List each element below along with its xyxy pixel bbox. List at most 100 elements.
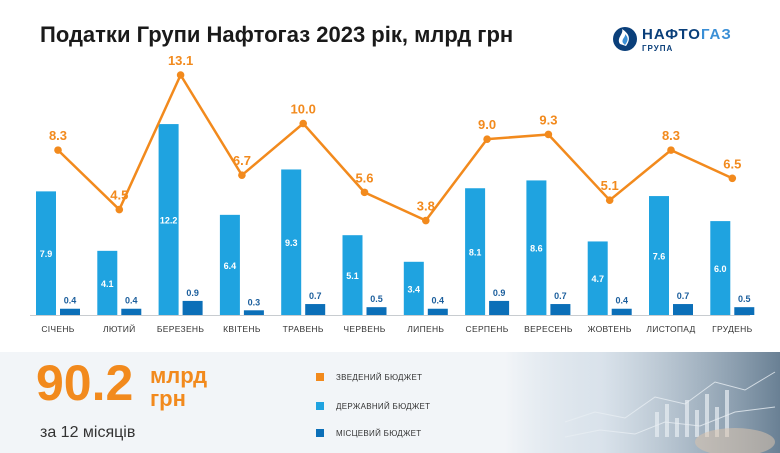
legend-swatch-state	[316, 402, 324, 410]
consolidated-budget-point	[483, 135, 491, 143]
x-tick-label: БЕРЕЗЕНЬ	[157, 324, 204, 334]
summary-panel: 90.2 млрд грн за 12 місяців ЗВЕДЕНИЙ БЮД…	[0, 352, 780, 453]
x-tick-label: ГРУДЕНЬ	[712, 324, 752, 334]
local-budget-value-label: 0.7	[309, 291, 322, 301]
local-budget-value-label: 0.3	[248, 297, 261, 307]
state-budget-value-label: 3.4	[408, 284, 421, 294]
local-budget-value-label: 0.9	[186, 288, 199, 298]
consolidated-budget-value-label: 9.3	[539, 112, 557, 127]
local-budget-value-label: 0.5	[738, 294, 751, 304]
consolidated-budget-value-label: 3.8	[417, 199, 435, 214]
state-budget-bar	[36, 191, 56, 315]
consolidated-budget-point	[54, 146, 62, 154]
local-budget-value-label: 0.4	[64, 296, 77, 306]
tax-chart: 7.9 0.4 СІЧЕНЬ 4.1 0.4 ЛЮТИЙ 12.2 0.9 БЕРЕЗЕНЬ 6.…	[30, 53, 755, 334]
state-budget-bar	[710, 221, 731, 315]
state-budget-bar	[649, 196, 669, 315]
x-tick-label: СЕРПЕНЬ	[466, 324, 509, 334]
state-budget-bar	[97, 250, 118, 315]
state-budget-value-label: 4.1	[101, 279, 114, 289]
state-budget-value-label: 6.0	[714, 264, 727, 274]
logo-subtitle: ГРУПА	[642, 44, 674, 53]
consolidated-budget-point	[605, 196, 614, 204]
local-budget-bar	[305, 304, 326, 315]
total-value: 90.2	[36, 355, 134, 411]
local-budget-bar	[673, 304, 693, 315]
logo-name-part-a: НАФТО	[642, 26, 701, 43]
local-budget-value-label: 0.5	[370, 294, 383, 304]
local-budget-bar	[243, 310, 264, 315]
legend-swatch-consolidated	[316, 373, 324, 381]
chart-title: Податки Групи Нафтогаз 2023 рік, млрд гр…	[40, 22, 514, 47]
logo-name: НАФТОГАЗ	[642, 26, 732, 43]
x-tick-label: ТРАВЕНЬ	[283, 324, 324, 334]
state-budget-value-label: 4.7	[591, 274, 604, 284]
legend-label-state: ДЕРЖАВНИЙ БЮДЖЕТ	[336, 401, 431, 411]
naftogaz-flame-icon	[613, 27, 637, 51]
state-budget-bar	[526, 180, 547, 315]
local-budget-value-label: 0.7	[677, 291, 690, 301]
consolidated-budget-value-label: 13.1	[168, 53, 193, 68]
state-budget-value-label: 8.6	[530, 244, 543, 254]
state-budget-bar	[158, 124, 179, 315]
state-budget-value-label: 5.1	[346, 271, 359, 281]
period-label: за 12 місяців	[40, 424, 136, 441]
local-budget-value-label: 0.4	[615, 296, 628, 306]
local-budget-bar	[734, 307, 755, 315]
x-tick-label: ВЕРЕСЕНЬ	[524, 324, 573, 334]
consolidated-budget-point	[422, 216, 430, 225]
naftogaz-logo: НАФТОГАЗ ГРУПА	[612, 24, 742, 54]
x-tick-label: КВІТЕНЬ	[223, 324, 261, 334]
consolidated-budget-value-label: 5.1	[601, 178, 619, 193]
consolidated-budget-value-label: 6.7	[233, 153, 251, 168]
legend-item-state: ДЕРЖАВНИЙ БЮДЖЕТ	[316, 400, 430, 412]
local-budget-value-label: 0.4	[432, 296, 445, 306]
state-budget-value-label: 8.1	[469, 248, 482, 258]
x-tick-label: ЛЮТИЙ	[103, 323, 136, 334]
local-budget-bar	[60, 308, 80, 315]
consolidated-budget-point	[728, 174, 737, 183]
state-budget-value-label: 7.9	[40, 249, 53, 259]
total-unit: млрд грн	[150, 364, 207, 410]
consolidated-budget-point	[115, 205, 124, 214]
consolidated-budget-point	[299, 119, 308, 128]
legend-item-local: МІСЦЕВИЙ БЮДЖЕТ	[316, 427, 421, 439]
state-budget-value-label: 7.6	[653, 252, 666, 262]
state-budget-bar	[219, 214, 240, 315]
local-budget-bar	[611, 308, 632, 315]
consolidated-budget-point	[238, 171, 246, 179]
finance-photo-image	[505, 352, 780, 453]
local-budget-bar	[427, 308, 448, 315]
local-budget-bar	[366, 307, 387, 315]
consolidated-budget-point	[544, 130, 553, 139]
local-budget-value-label: 0.9	[493, 288, 506, 298]
consolidated-budget-value-label: 10.0	[291, 102, 316, 117]
state-budget-bar	[587, 241, 608, 315]
consolidated-budget-line	[57, 73, 733, 222]
consolidated-budget-point	[176, 71, 185, 79]
legend-item-consolidated: ЗВЕДЕНИЙ БЮДЖЕТ	[316, 371, 422, 383]
state-budget-bar	[465, 188, 486, 315]
x-tick-label: ЛИПЕНЬ	[407, 324, 444, 334]
consolidated-budget-value-label: 5.6	[355, 170, 373, 185]
local-budget-bar	[182, 300, 203, 315]
state-budget-value-label: 12.2	[160, 216, 178, 226]
legend-swatch-local	[316, 429, 324, 437]
local-budget-value-label: 0.7	[554, 291, 567, 301]
local-budget-bar	[121, 308, 142, 315]
state-budget-bar	[281, 169, 302, 315]
consolidated-budget-point	[667, 146, 675, 154]
total-unit-line1: млрд	[150, 363, 208, 388]
consolidated-budget-value-label: 6.5	[723, 156, 741, 171]
state-budget-value-label: 6.4	[224, 261, 237, 271]
x-tick-label: ЛИСТОПАД	[646, 324, 695, 334]
local-budget-value-label: 0.4	[125, 296, 138, 306]
state-budget-bar	[403, 261, 424, 315]
logo-name-part-b: ГАЗ	[700, 26, 732, 43]
local-budget-bar	[550, 304, 571, 315]
state-budget-bar	[342, 235, 363, 315]
x-tick-label: ЖОВТЕНЬ	[588, 324, 632, 334]
local-budget-bar	[489, 300, 510, 315]
consolidated-budget-value-label: 8.3	[662, 128, 680, 143]
x-tick-label: СІЧЕНЬ	[41, 324, 74, 334]
